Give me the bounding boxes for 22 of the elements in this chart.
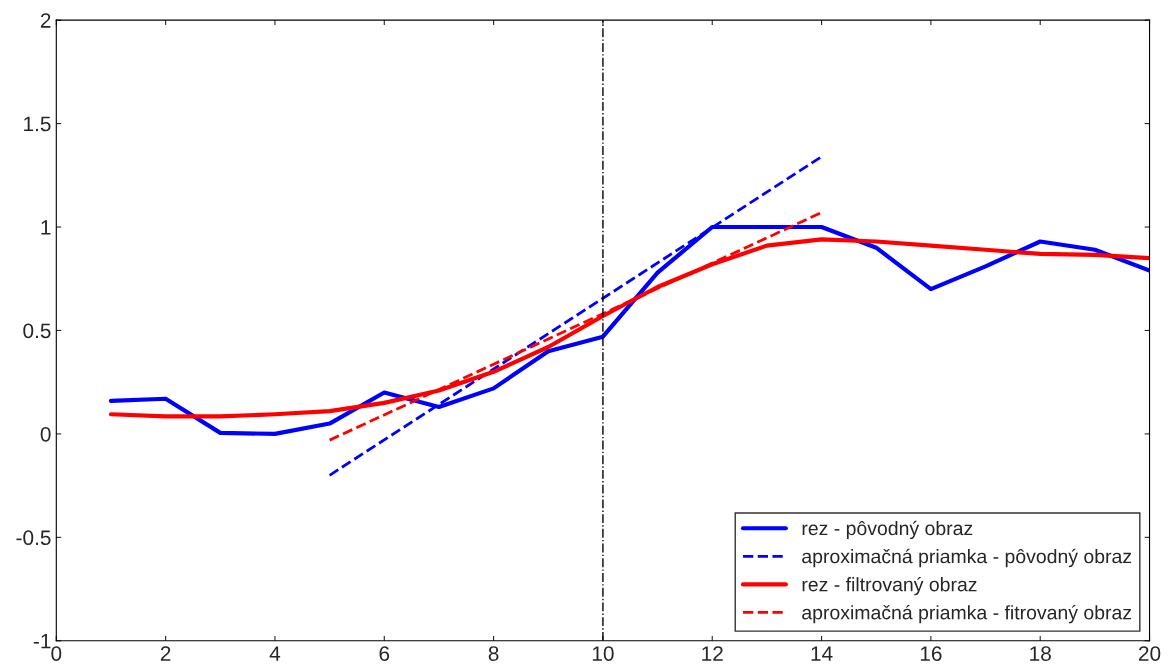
y-tick-label: -1 — [33, 634, 51, 649]
legend-label: rez - pôvodný obraz — [802, 520, 973, 540]
y-tick-label: -0.5 — [16, 530, 51, 546]
x-tick-label: 12 — [702, 646, 723, 661]
x-tick-label: 14 — [811, 646, 833, 661]
x-tick-label: 16 — [920, 646, 942, 661]
legend-label: aproximačná priamka - pôvodný obraz — [802, 548, 1132, 568]
x-tick-label: 4 — [269, 646, 281, 661]
y-tick-label: 0.5 — [23, 323, 51, 339]
x-tick-label: 20 — [1139, 646, 1161, 661]
x-tick-label: 8 — [488, 646, 499, 661]
x-tick-label: 10 — [592, 646, 614, 661]
x-tick-label: 6 — [379, 646, 390, 661]
y-tick-label: 0 — [40, 426, 51, 442]
x-tick-label: 2 — [160, 646, 171, 661]
legend-label: aproximačná priamka - fitrovaný obraz — [802, 604, 1132, 624]
x-tick-label: 18 — [1030, 646, 1051, 661]
legend-label: rez - filtrovaný obraz — [802, 576, 977, 596]
y-tick-label: 1.5 — [24, 116, 51, 132]
y-tick-label: 1 — [41, 220, 51, 235]
y-tick-label: 2 — [40, 13, 51, 28]
x-tick-label: 0 — [51, 646, 62, 661]
